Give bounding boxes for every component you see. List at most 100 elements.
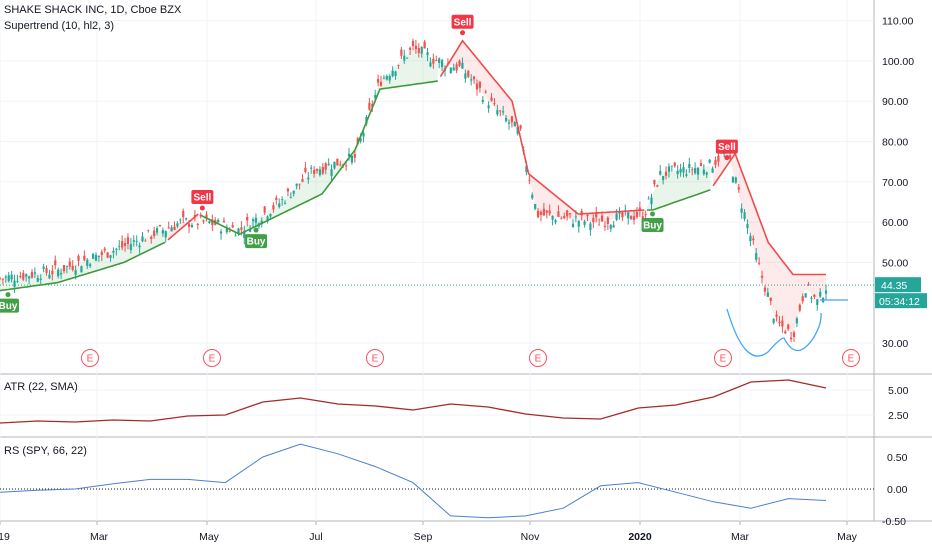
candle-body [1,278,5,280]
price-tick-label: 100.00 [882,56,914,68]
atr-label[interactable]: ATR (22, SMA) [4,381,78,393]
candle-body [481,99,484,102]
candle-body [417,47,420,53]
buy-tag [641,218,664,233]
candle-body [42,266,45,269]
time-axis[interactable]: 19 Mar May Jul Sep Nov 2020 Mar May [0,521,858,543]
candle-body [577,220,580,227]
candle-body [609,225,612,229]
pattern-drawing[interactable] [726,299,848,357]
sell-dot [460,30,466,36]
candle-body [4,276,7,278]
candle-body [359,138,362,142]
candle-body [420,46,423,54]
candle-body [784,331,787,334]
candle-body [824,290,828,294]
candle-body [199,214,202,217]
candle-body [71,265,74,270]
candle-body [536,210,540,218]
candle-body [789,337,793,340]
supertrend-line-down [439,39,645,215]
candle-body [760,275,764,278]
candle-body [161,230,164,234]
candle-body [251,219,255,222]
earnings-label: E [848,354,855,365]
candle-body [388,76,391,81]
candle-body [167,227,170,229]
price-tick-label: 80.00 [882,137,908,149]
candle-body [278,203,281,207]
candle-body [595,212,598,218]
candle-body [269,214,272,217]
candle-body [638,207,641,211]
candle-body [612,225,615,228]
candle-body [115,248,118,250]
candle-body [705,172,708,175]
rs-label[interactable]: RS (SPY, 66, 22) [4,445,87,457]
earnings-marker [714,349,732,367]
sell-tag [715,139,738,154]
price-tick-label: 90.00 [882,96,908,108]
candle-body [731,177,735,183]
candle-body [266,216,269,222]
candle-body [330,169,333,176]
candle-body [301,179,304,182]
time-tick-label: May [199,531,220,543]
candle-body [752,238,755,241]
candle-body [100,251,103,255]
time-tick-label: 2020 [628,531,652,543]
candle-body [798,304,801,311]
sell-label: Sell [718,142,736,153]
candle-body [539,211,543,215]
candle-body [185,218,188,220]
candle-body [74,270,77,275]
price-axis[interactable]: 110.00 100.00 90.00 80.00 70.00 60.00 50.00 30.… [875,16,927,528]
candle-body [534,203,537,209]
candle-body [103,248,106,251]
candle-body [618,211,621,214]
candle-body [109,255,112,258]
supertrend-line-up [0,241,166,292]
candle-body [513,121,516,127]
countdown-label: 05:34:12 [879,296,920,308]
candle-body [246,216,249,221]
candle-body [699,163,703,166]
candle-body [45,268,48,273]
candle-body [490,97,493,101]
sell-tag [191,190,214,205]
candle-body [507,122,511,124]
candle-body [504,117,508,122]
candle-body [190,224,194,228]
candle-body [560,217,563,219]
candle-body [321,166,324,174]
earnings-marker [842,349,860,367]
candle-body [135,240,138,242]
candle-body [414,45,418,50]
candle-body [551,215,554,220]
candle-body [606,217,609,224]
price-tick-label: 70.00 [882,177,908,189]
candle-body [144,240,147,242]
indicator-label[interactable]: Supertrend (10, hl2, 3) [4,20,115,32]
time-tick-label: Jul [309,531,322,543]
symbol-title[interactable]: SHAKE SHACK INC, 1D, Cboe BZX [4,4,182,16]
candle-body [286,188,290,192]
candle-body [525,165,528,173]
candle-body [304,167,307,172]
candle-body [228,230,231,232]
candle-body [179,219,182,221]
candle-body [208,221,211,223]
candle-body [292,190,295,194]
price-tick-label: 110.00 [882,16,913,28]
supertrend-fill-up [201,48,438,235]
candle-body [391,70,394,77]
candle-body [426,52,429,56]
candle-body [376,79,380,83]
candle-body [275,197,278,201]
candle-body [400,49,403,56]
candle-body [470,79,473,81]
candle-body [36,277,39,282]
candle-body [336,158,339,166]
